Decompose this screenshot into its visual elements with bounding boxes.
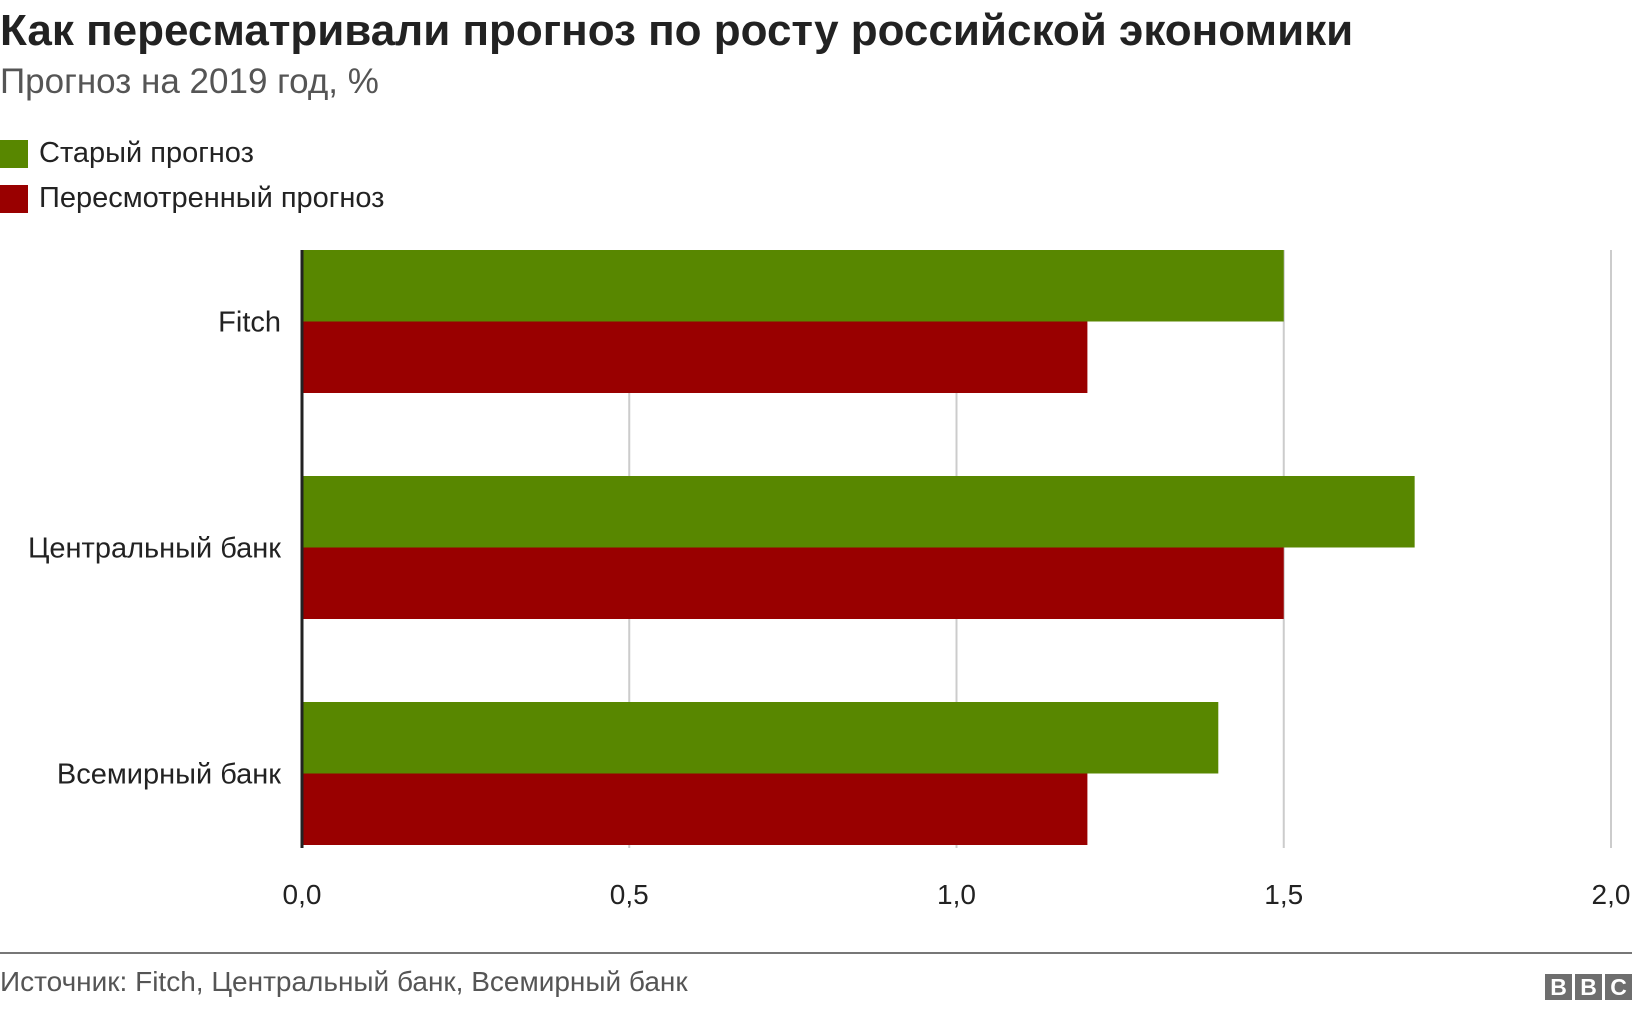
- footer-divider: [0, 952, 1632, 954]
- category-label: Fitch: [218, 307, 281, 339]
- chart-subtitle: Прогноз на 2019 год, %: [0, 62, 379, 101]
- bar-old: [302, 250, 1284, 322]
- category-label: Центральный банк: [28, 533, 281, 565]
- legend-item-revised: Пересмотренный прогноз: [0, 182, 384, 215]
- legend-label: Пересмотренный прогноз: [39, 182, 385, 214]
- source-note: Источник: Fitch, Центральный банк, Всеми…: [0, 966, 688, 997]
- bar-revised: [302, 547, 1284, 619]
- legend-label: Старый прогноз: [39, 137, 254, 169]
- x-tick-label: 0,5: [610, 879, 649, 910]
- bar-revised: [302, 773, 1088, 845]
- bar-revised: [302, 321, 1088, 393]
- legend-swatch: [0, 139, 28, 168]
- bar-old: [302, 476, 1415, 548]
- chart-title: Как пересматривали прогноз по росту росс…: [0, 6, 1354, 55]
- legend-item-old: Старый прогноз: [0, 137, 254, 170]
- legend-swatch: [0, 184, 28, 213]
- x-tick-label: 1,5: [1264, 879, 1303, 910]
- x-tick-label: 0,0: [283, 879, 322, 910]
- x-tick-label: 1,0: [937, 879, 976, 910]
- category-label: Всемирный банк: [57, 759, 281, 791]
- x-tick-label: 2,0: [1592, 879, 1631, 910]
- bar-old: [302, 702, 1219, 774]
